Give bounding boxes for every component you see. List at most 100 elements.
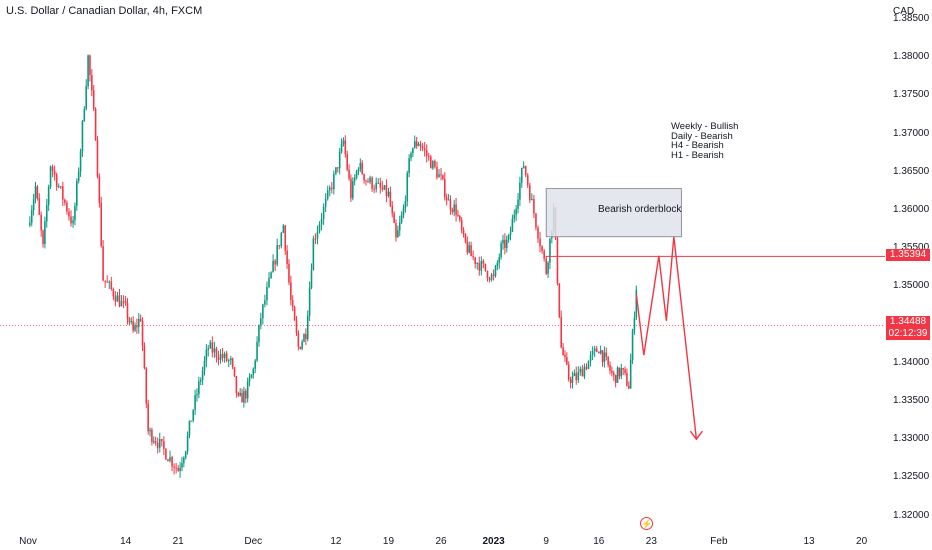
candle-body [519,182,521,200]
candle-body [38,198,41,215]
candle-body [472,256,474,258]
candle-body [447,199,450,201]
time-tick-label: 23 [645,536,657,547]
candle-body [243,390,245,403]
candle-body [154,441,157,443]
candle-body [624,369,626,373]
candle-body [569,379,572,383]
candle-body [597,352,600,354]
candle-body [98,176,101,203]
note-weekly: Weekly - Bullish [671,121,739,132]
candle-body [209,342,212,349]
candle-body [55,174,58,187]
candle-body [543,250,545,259]
candle-body [301,341,303,349]
candle-body [312,238,315,271]
price-tick-label: 1.38500 [893,13,930,25]
candle-body [436,166,438,178]
candle-body [511,218,514,232]
candle-body [449,199,452,210]
candle-body [215,348,218,358]
candle-body [562,347,564,355]
time-tick-label: 13 [803,536,815,547]
candle-body [402,208,405,216]
candle-body [496,262,499,267]
candle-body [359,162,362,170]
candle-body [171,457,173,467]
candle-body [100,202,103,247]
time-tick-label: 9 [543,536,549,547]
candle-body [593,348,596,351]
price-tick-label: 1.36000 [893,204,930,216]
bearish-orderblock-box[interactable] [545,188,682,238]
candle-body [122,301,125,303]
candle-body [62,186,64,200]
candle-body [70,216,72,224]
candle-body [126,303,129,319]
candle-body [581,368,584,377]
candle-body [397,230,399,238]
candle-body [406,172,409,202]
candle-body [445,197,448,200]
candle-body [466,242,469,253]
lightning-icon[interactable]: ⚡ [640,517,653,530]
candle-body [365,180,367,182]
candle-body [264,300,266,305]
candle-body [336,167,339,169]
candle-body [603,352,606,362]
candle-body [484,263,487,271]
candle-body [620,368,623,377]
candle-body [595,348,598,353]
chart-drawings[interactable] [0,188,885,441]
candle-body [389,191,392,206]
candle-body [231,358,234,368]
candle-body [333,173,335,189]
candle-body [564,354,566,358]
candle-body [192,409,195,421]
candle-body [124,301,127,304]
candle-body [541,246,543,251]
candle-body [605,352,608,357]
candle-body [152,441,155,443]
candle-body [614,374,617,383]
candle-body [156,442,159,448]
candle-body [284,225,287,251]
current-price-value: 1.34488 [889,316,927,327]
candle-body [66,202,68,212]
candle-body [459,216,461,220]
candle-body [328,187,331,191]
time-tick-label: 26 [435,536,447,547]
candle-body [89,55,91,76]
candle-body [272,260,274,273]
candle-body [241,392,243,403]
candle-body [293,306,296,321]
candle-body [520,168,523,183]
candle-body [316,231,319,239]
candle-body [244,390,247,399]
candle-body [145,368,148,404]
candle-body [494,266,497,276]
candle-body [408,158,410,173]
candle-body [282,225,285,233]
candle-body [558,283,561,318]
candle-body [32,199,35,211]
price-tick-label: 1.35500 [893,242,930,254]
candle-body [299,346,302,349]
time-tick-label: 12 [330,536,342,547]
candle-body [306,315,309,340]
price-tick-label: 1.35000 [893,280,930,292]
candle-body [290,282,292,301]
candle-body [612,372,615,375]
candle-body [167,459,169,462]
candle-body [591,350,594,355]
projected-path-arrow[interactable] [635,236,698,440]
candle-body [45,205,48,222]
candle-body [504,239,506,248]
candle-body [59,186,62,188]
candle-body [305,334,307,340]
candle-body [163,441,165,449]
candle-body [331,187,333,189]
candle-body [320,218,323,225]
candle-body [457,214,459,217]
